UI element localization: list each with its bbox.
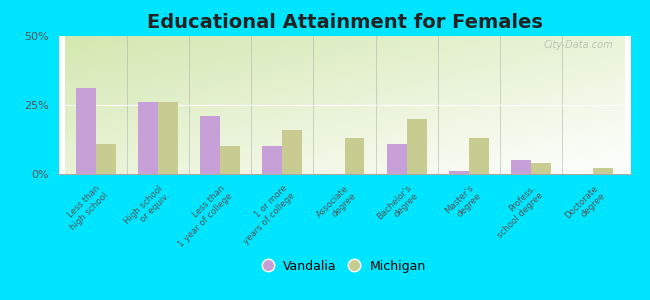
Bar [263, 146, 282, 174]
Bar [96, 144, 116, 174]
Legend: Vandalia, Michigan: Vandalia, Michigan [258, 255, 431, 278]
Bar [344, 138, 365, 174]
Bar [407, 119, 426, 174]
Bar [511, 160, 531, 174]
Bar [282, 130, 302, 174]
Bar [593, 169, 613, 174]
Bar [531, 163, 551, 174]
Bar [220, 146, 240, 174]
Bar [387, 144, 407, 174]
Text: City-Data.com: City-Data.com [543, 40, 614, 50]
Bar [449, 171, 469, 174]
Bar [158, 102, 178, 174]
Bar [138, 102, 158, 174]
Bar [76, 88, 96, 174]
Bar [469, 138, 489, 174]
Bar [200, 116, 220, 174]
Title: Educational Attainment for Females: Educational Attainment for Females [146, 13, 543, 32]
